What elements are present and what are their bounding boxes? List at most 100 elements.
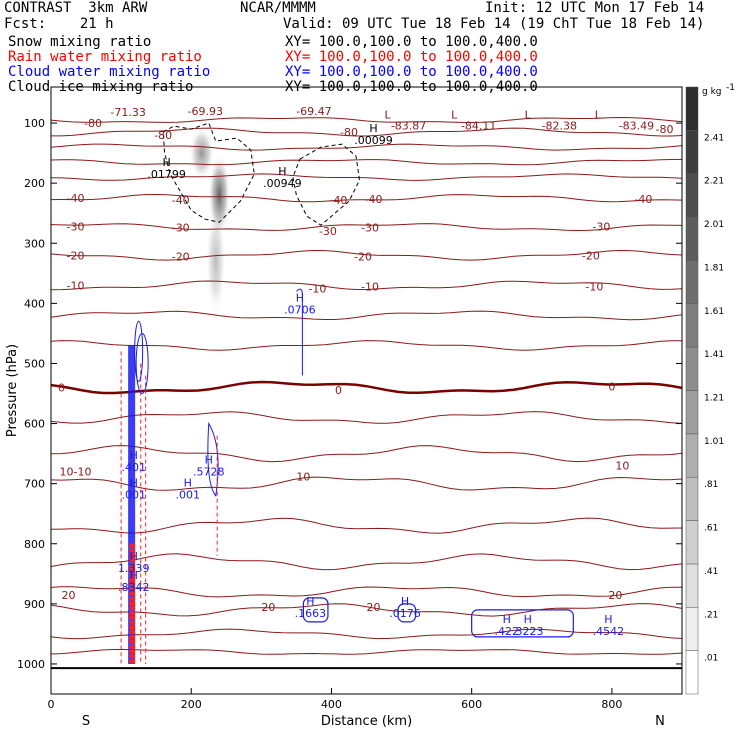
contour-label: 10-10	[60, 466, 92, 479]
high-marker: H	[296, 291, 304, 304]
legend-snow-xy: XY= 100.0,100.0 to 100.0,400.0	[285, 34, 538, 50]
contour-label: -80	[84, 117, 102, 130]
colorbar-segment	[685, 520, 699, 565]
contour-label: -83.49	[619, 119, 654, 132]
y-tick-label: 200	[24, 177, 45, 190]
temperature-contour-15	[51, 553, 682, 571]
rain-core-segment	[129, 582, 136, 587]
colorbar-label: .21	[704, 610, 718, 620]
colorbar-label: 2.21	[704, 177, 724, 187]
temperature-contour-20	[51, 603, 682, 617]
high-marker-value: .4542	[593, 625, 625, 638]
snow-plume-2	[205, 207, 226, 316]
colorbar-unit: g kg	[702, 87, 722, 97]
contour-label: -30	[172, 222, 190, 235]
contour-label: -10	[585, 281, 603, 294]
contour-label: -30	[361, 222, 379, 235]
x-tick-label: 600	[461, 698, 482, 711]
rain-core-segment	[129, 620, 136, 625]
colorbar-segment	[685, 130, 699, 174]
rain-core-segment	[129, 548, 136, 553]
cloud-water-contour	[471, 609, 574, 638]
low-marker: L	[451, 108, 458, 121]
high-marker: H	[130, 550, 138, 563]
contour-label: -80	[154, 129, 172, 142]
colorbar-segment	[685, 346, 699, 391]
rain-core-segment	[129, 577, 136, 582]
temperature-contour--80	[51, 127, 682, 137]
cloud-ice-contour	[162, 122, 255, 223]
high-marker: H	[184, 476, 192, 489]
rain-core-segment	[129, 553, 136, 558]
colorbar-segment	[685, 216, 699, 261]
south-end-label: S	[82, 714, 90, 729]
temperature-contour--80	[51, 116, 682, 124]
x-tick-label: 400	[321, 698, 342, 711]
contour-label: -69.47	[296, 105, 331, 118]
model-title: CONTRAST 3km ARW	[4, 0, 148, 16]
legend-rain-xy: XY= 100.0,100.0 to 100.0,400.0	[285, 49, 538, 65]
rain-core-segment	[129, 659, 136, 664]
colorbar-unit-exponent: -1	[726, 83, 735, 93]
high-marker: H	[524, 613, 532, 626]
high-marker-value: .0706	[284, 303, 316, 316]
rain-core-segment	[129, 591, 136, 596]
contour-label: -83.87	[391, 119, 426, 132]
rain-core-segment	[129, 601, 136, 606]
x-tick-label: 200	[181, 698, 202, 711]
contour-label: 20	[367, 601, 381, 614]
high-marker-value: .3223	[512, 625, 544, 638]
high-marker: H	[401, 595, 409, 608]
rain-core-segment	[129, 562, 136, 567]
colorbar-segment	[685, 433, 699, 478]
contour-label: 0	[58, 381, 65, 394]
rain-core-segment	[129, 611, 136, 616]
cloud-water-contour	[302, 597, 329, 623]
plot-frame	[50, 86, 683, 695]
rain-core-segment	[129, 639, 136, 644]
contour-label: -20	[354, 250, 372, 263]
contour-label: 10	[296, 470, 310, 483]
temperature-contour-25	[51, 649, 682, 655]
cloud-water-contour	[397, 603, 417, 623]
forecast-hour: Fcst: 21 h	[4, 16, 114, 32]
high-marker: H	[130, 449, 138, 462]
colorbar-label: .01	[704, 654, 718, 664]
colorbar-label: 1.41	[704, 350, 724, 360]
contour-label: -80	[340, 126, 358, 139]
high-marker-value: .0176	[389, 607, 421, 620]
contour-label: -30	[592, 220, 610, 233]
contour-label: 20	[608, 589, 622, 602]
contour-label: -10	[361, 281, 379, 294]
temperature-contour--5	[51, 340, 682, 351]
rain-core-segment	[129, 558, 136, 563]
contour-label: -40	[634, 193, 652, 206]
cloud-water-column	[128, 345, 136, 664]
center-title: NCAR/MMMM	[240, 0, 316, 16]
colorbar-segment	[685, 476, 699, 521]
contour-label: -84.11	[461, 119, 496, 132]
contour-label: 0	[608, 380, 615, 393]
plot-area: -80 -71.33 -69.93 -69.47 -80 -80 -83.87 -84.11 -…	[51, 105, 682, 670]
legend-snow-label: Snow mixing ratio	[8, 34, 152, 50]
contour-label: 20	[261, 601, 275, 614]
temperature-contour-5	[51, 411, 682, 424]
high-marker-value: .422	[494, 625, 519, 638]
high-marker-value: .1663	[295, 607, 327, 620]
temperature-contour--10	[51, 280, 682, 291]
legend-rain-label: Rain water mixing ratio	[8, 49, 202, 65]
high-marker: H	[130, 569, 138, 582]
temperature-contour-10	[51, 476, 682, 491]
cloud-water-contour	[134, 320, 144, 382]
temperature-contour--30	[51, 223, 682, 232]
colorbar-segment	[685, 607, 699, 651]
high-marker: H	[205, 454, 213, 467]
y-tick-label: 500	[24, 357, 45, 370]
high-marker: H	[130, 476, 138, 489]
colorbar-segment	[685, 173, 699, 218]
contour-label: -10	[308, 282, 326, 295]
cloud-ice-contour	[292, 143, 361, 226]
temperature-contour-10	[51, 445, 682, 463]
